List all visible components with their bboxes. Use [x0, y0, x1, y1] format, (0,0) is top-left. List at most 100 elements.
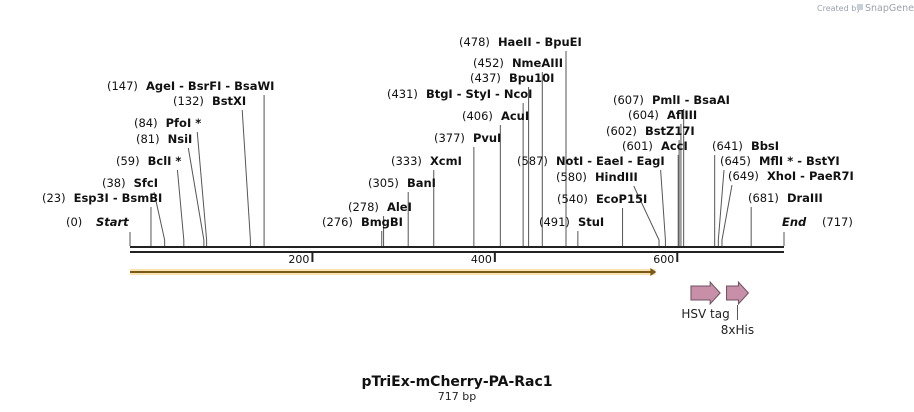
dna-backbone [130, 246, 784, 253]
site-bcli[interactable]: (59) BclI * [116, 154, 181, 168]
site-nmeaiii[interactable]: (452) NmeAIII [473, 56, 563, 70]
site-pos: (431) [387, 87, 418, 101]
site-nsii[interactable]: (81) NsiI [136, 132, 192, 146]
site-label[interactable]: (276) BmgBI [322, 215, 403, 229]
site-label[interactable]: (437) Bpu10I [470, 71, 554, 85]
axis-tick-label: 200 [288, 253, 309, 266]
site-name: BstZ17I [645, 124, 695, 138]
start-name: Start [96, 215, 129, 229]
site-bstz17i[interactable]: (602) BstZ17I [606, 124, 695, 138]
site-label[interactable]: (478) HaeII - BpuEI [459, 35, 582, 49]
site-pos: (580) [556, 170, 587, 184]
site-name: AgeI - BsrFI - BsaWI [146, 79, 275, 93]
site-name: HaeII - BpuEI [498, 35, 582, 49]
site-pos: (540) [557, 192, 588, 206]
site-acui[interactable]: (406) AcuI [462, 109, 529, 123]
site-haeii[interactable]: (478) HaeII - BpuEI [459, 35, 582, 49]
site-label[interactable]: (84) PfoI * [134, 116, 201, 130]
site-label[interactable]: (23) Esp3I - BsmBI [42, 191, 162, 205]
bp-axis: 200 400 600 [288, 253, 679, 266]
site-agei[interactable]: (147) AgeI - BsrFI - BsaWI [107, 79, 274, 93]
feature-hsv-tag[interactable]: HSV tag [681, 280, 730, 321]
site-label[interactable]: (641) BbsI [712, 139, 779, 153]
site-pos: (276) [322, 215, 353, 229]
site-label[interactable]: (491) StuI [539, 215, 604, 229]
site-sfci[interactable]: (38) SfcI [102, 176, 158, 190]
site-label[interactable]: (132) BstXI [173, 94, 246, 108]
site-pos: (604) [628, 108, 659, 122]
site-pfoi[interactable]: (84) PfoI * [134, 116, 201, 130]
site-esp3i[interactable]: (23) Esp3I - BsmBI [42, 191, 162, 205]
orange-feature-arrow[interactable] [130, 268, 657, 276]
site-bani[interactable]: (305) BanI [368, 176, 436, 190]
site-name: NotI - EaeI - EagI [556, 154, 665, 168]
site-btgi[interactable]: (431) BtgI - StyI - NcoI [387, 87, 532, 101]
site-label[interactable]: (377) PvuI [434, 131, 501, 145]
site-pos: (437) [470, 71, 501, 85]
site-alei[interactable]: (278) AleI [348, 200, 412, 214]
site-label[interactable]: (305) BanI [368, 176, 436, 190]
site-line [660, 169, 666, 246]
site-stui[interactable]: (491) StuI [539, 215, 604, 229]
site-bbsi[interactable]: (641) BbsI [712, 139, 779, 153]
site-xhoi[interactable]: (649) XhoI - PaeR7I [728, 169, 854, 183]
site-acci[interactable]: (601) AccI [622, 139, 688, 153]
site-name: BtgI - StyI - NcoI [426, 87, 533, 101]
site-label[interactable]: (147) AgeI - BsrFI - BsaWI [107, 79, 274, 93]
site-name: XcmI [430, 154, 462, 168]
site-pos: (23) [42, 191, 66, 205]
site-bmgbi[interactable]: (276) BmgBI [322, 215, 403, 229]
site-label[interactable]: (580) HindIII [556, 170, 638, 184]
site-bpu10i[interactable]: (437) Bpu10I [470, 71, 554, 85]
site-xcmi[interactable]: (333) XcmI [391, 154, 462, 168]
feature-arrow-icon [690, 280, 721, 306]
site-name: PfoI * [166, 116, 202, 130]
site-pos: (59) [116, 154, 140, 168]
site-pos: (406) [462, 109, 493, 123]
start-marker: (0) Start [66, 215, 129, 229]
site-pos: (649) [728, 169, 759, 183]
site-label[interactable]: (278) AleI [348, 200, 412, 214]
site-label[interactable]: (649) XhoI - PaeR7I [728, 169, 854, 183]
site-pos: (38) [102, 176, 126, 190]
site-label[interactable]: (540) EcoP15I [557, 192, 647, 206]
map-title: pTriEx-mCherry-PA-Rac1 [361, 374, 552, 390]
site-label[interactable]: (59) BclI * [116, 154, 181, 168]
site-pos: (333) [391, 154, 422, 168]
site-label[interactable]: (604) AflIII [628, 108, 697, 122]
feature-arrow-icon [726, 280, 750, 306]
site-name: AccI [661, 139, 688, 153]
site-label[interactable]: (38) SfcI [102, 176, 158, 190]
credit-brand: SnapGene [865, 3, 914, 14]
site-label[interactable]: (607) PmlI - BsaAI [613, 93, 730, 107]
site-bstxi[interactable]: (132) BstXI [173, 94, 246, 108]
feature-label: HSV tag [681, 307, 729, 321]
site-label[interactable]: (601) AccI [622, 139, 688, 153]
site-label[interactable]: (406) AcuI [462, 109, 529, 123]
site-label[interactable]: (452) NmeAIII [473, 56, 563, 70]
credit-prefix: Created by [817, 4, 861, 13]
site-hindiii[interactable]: (580) HindIII [556, 170, 638, 184]
site-draiii[interactable]: (681) DraIII [748, 191, 823, 205]
site-pos: (491) [539, 215, 570, 229]
svg-text:(0) Start: (0) Start [66, 215, 129, 229]
site-ecop15i[interactable]: (540) EcoP15I [557, 192, 647, 206]
site-afliii[interactable]: (604) AflIII [628, 108, 697, 122]
site-pmli[interactable]: (607) PmlI - BsaAI [613, 93, 730, 107]
site-label[interactable]: (645) MflI * - BstYI [720, 154, 840, 168]
site-label[interactable]: (431) BtgI - StyI - NcoI [387, 87, 532, 101]
site-line [187, 147, 205, 246]
site-label[interactable]: (333) XcmI [391, 154, 462, 168]
site-label[interactable]: (81) NsiI [136, 132, 192, 146]
site-pvui[interactable]: (377) PvuI [434, 131, 501, 145]
site-line [196, 131, 208, 246]
site-lines [129, 51, 785, 246]
site-label[interactable]: (602) BstZ17I [606, 124, 695, 138]
feature-8xhis[interactable]: 8xHis [721, 280, 754, 337]
site-pos: (278) [348, 200, 379, 214]
site-mfli[interactable]: (645) MflI * - BstYI [720, 154, 840, 168]
site-label[interactable]: (587) NotI - EaeI - EagI [517, 154, 665, 168]
site-label[interactable]: (681) DraIII [748, 191, 823, 205]
site-noti[interactable]: (587) NotI - EaeI - EagI [517, 154, 665, 168]
